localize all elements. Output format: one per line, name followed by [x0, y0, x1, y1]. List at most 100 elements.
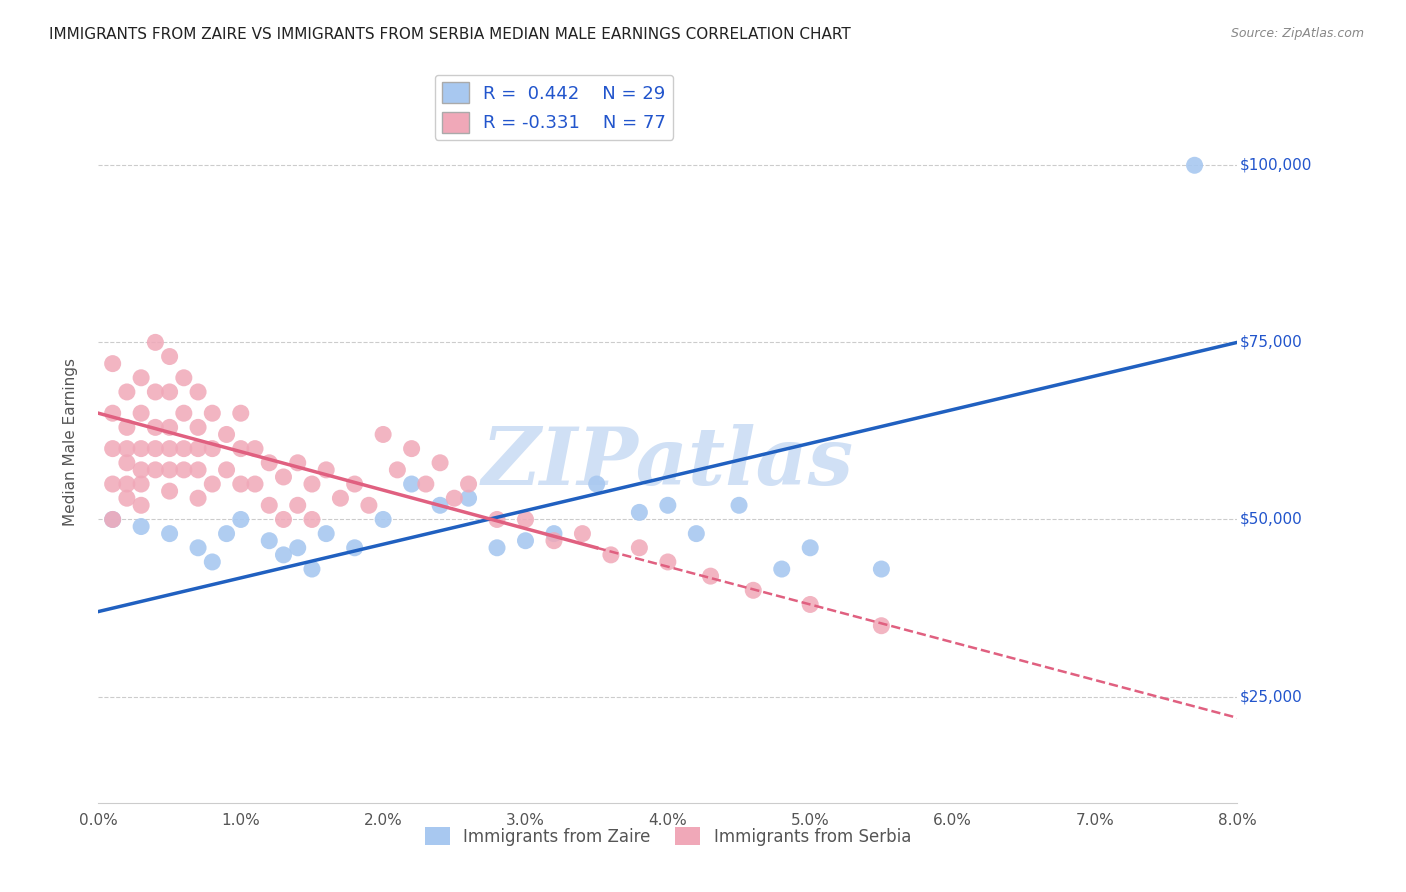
- Point: [129, 406, 152, 420]
- Point: [159, 463, 181, 477]
- Point: [229, 406, 252, 420]
- Point: [159, 384, 181, 399]
- Point: [129, 371, 152, 385]
- Point: [457, 491, 479, 506]
- Point: [187, 442, 209, 456]
- Point: [159, 484, 181, 499]
- Point: [770, 562, 793, 576]
- Point: [870, 618, 893, 632]
- Point: [115, 420, 138, 434]
- Point: [273, 512, 295, 526]
- Point: [187, 384, 209, 399]
- Point: [145, 463, 167, 477]
- Point: [799, 598, 821, 612]
- Point: [486, 512, 509, 526]
- Point: [315, 463, 337, 477]
- Point: [229, 442, 252, 456]
- Point: [429, 456, 451, 470]
- Point: [173, 463, 195, 477]
- Text: ZIPatlas: ZIPatlas: [482, 425, 853, 502]
- Text: IMMIGRANTS FROM ZAIRE VS IMMIGRANTS FROM SERBIA MEDIAN MALE EARNINGS CORRELATION: IMMIGRANTS FROM ZAIRE VS IMMIGRANTS FROM…: [49, 27, 851, 42]
- Point: [486, 541, 509, 555]
- Point: [742, 583, 765, 598]
- Point: [229, 512, 252, 526]
- Point: [287, 541, 309, 555]
- Point: [173, 442, 195, 456]
- Point: [259, 456, 281, 470]
- Point: [699, 569, 721, 583]
- Point: [301, 512, 323, 526]
- Point: [870, 562, 893, 576]
- Point: [115, 491, 138, 506]
- Point: [101, 406, 124, 420]
- Point: [101, 442, 124, 456]
- Point: [515, 512, 537, 526]
- Point: [187, 463, 209, 477]
- Point: [115, 442, 138, 456]
- Point: [129, 463, 152, 477]
- Point: [145, 442, 167, 456]
- Point: [201, 477, 224, 491]
- Legend: Immigrants from Zaire, Immigrants from Serbia: Immigrants from Zaire, Immigrants from S…: [418, 821, 918, 852]
- Point: [101, 512, 124, 526]
- Point: [543, 533, 565, 548]
- Point: [201, 442, 224, 456]
- Text: $75,000: $75,000: [1240, 334, 1302, 350]
- Point: [728, 498, 751, 512]
- Point: [371, 427, 394, 442]
- Point: [343, 477, 366, 491]
- Point: [600, 548, 623, 562]
- Point: [187, 541, 209, 555]
- Point: [287, 498, 309, 512]
- Point: [129, 498, 152, 512]
- Y-axis label: Median Male Earnings: Median Male Earnings: [63, 358, 77, 525]
- Point: [101, 477, 124, 491]
- Point: [301, 477, 323, 491]
- Point: [215, 463, 238, 477]
- Point: [129, 442, 152, 456]
- Point: [129, 519, 152, 533]
- Point: [273, 548, 295, 562]
- Point: [315, 526, 337, 541]
- Point: [1184, 158, 1206, 172]
- Point: [515, 533, 537, 548]
- Text: $100,000: $100,000: [1240, 158, 1312, 173]
- Point: [115, 456, 138, 470]
- Point: [371, 512, 394, 526]
- Point: [159, 526, 181, 541]
- Text: $25,000: $25,000: [1240, 689, 1302, 704]
- Point: [215, 427, 238, 442]
- Point: [657, 555, 679, 569]
- Point: [657, 498, 679, 512]
- Point: [159, 420, 181, 434]
- Point: [343, 541, 366, 555]
- Text: Source: ZipAtlas.com: Source: ZipAtlas.com: [1230, 27, 1364, 40]
- Point: [145, 335, 167, 350]
- Point: [685, 526, 707, 541]
- Text: $50,000: $50,000: [1240, 512, 1302, 527]
- Point: [243, 442, 266, 456]
- Point: [187, 491, 209, 506]
- Point: [329, 491, 352, 506]
- Point: [571, 526, 593, 541]
- Point: [243, 477, 266, 491]
- Point: [145, 420, 167, 434]
- Point: [201, 555, 224, 569]
- Point: [115, 384, 138, 399]
- Point: [187, 420, 209, 434]
- Point: [543, 526, 565, 541]
- Point: [159, 442, 181, 456]
- Point: [145, 384, 167, 399]
- Point: [215, 526, 238, 541]
- Point: [457, 477, 479, 491]
- Point: [229, 477, 252, 491]
- Point: [173, 371, 195, 385]
- Point: [387, 463, 409, 477]
- Point: [799, 541, 821, 555]
- Point: [401, 442, 423, 456]
- Point: [287, 456, 309, 470]
- Point: [115, 477, 138, 491]
- Point: [173, 406, 195, 420]
- Point: [401, 477, 423, 491]
- Point: [628, 541, 651, 555]
